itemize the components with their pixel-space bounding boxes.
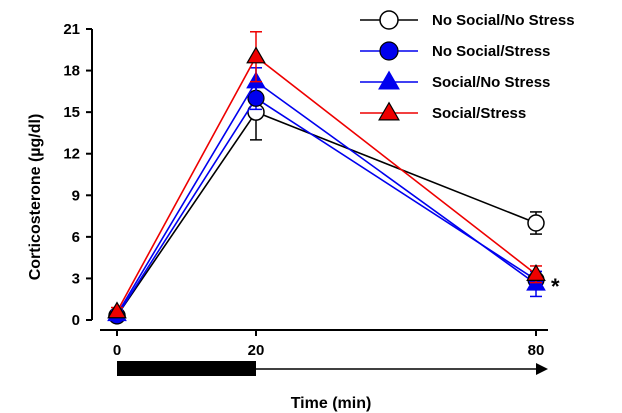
y-tick-label: 6 [72, 229, 80, 246]
legend-item: Social/No Stress [360, 70, 550, 91]
y-tick-label: 0 [72, 312, 80, 329]
legend-label: Social/Stress [432, 105, 526, 122]
legend-marker [378, 70, 400, 90]
series-4 [107, 31, 546, 319]
legend-marker [378, 101, 400, 121]
y-tick-label: 9 [72, 187, 80, 204]
series-line [116, 97, 537, 317]
y-tick-label: 12 [63, 146, 80, 163]
series-line [116, 111, 537, 317]
data-point [527, 214, 545, 232]
timeline-arrowhead [536, 363, 548, 375]
y-tick-label: 18 [63, 63, 80, 80]
data-point [246, 46, 266, 64]
axes: 0 3 6 9 12 15 18 21 0 20 80 [63, 21, 548, 359]
y-tick-label: 3 [72, 270, 80, 287]
stress-period-bar [117, 361, 256, 376]
legend-marker [379, 10, 399, 30]
y-tick-label: 21 [63, 21, 80, 38]
legend-item: No Social/No Stress [360, 10, 575, 30]
legend-label: Social/No Stress [432, 74, 550, 91]
series-layer [107, 31, 546, 325]
stress-timeline [117, 361, 548, 376]
legend-item: Social/Stress [360, 101, 526, 122]
x-axis-label: Time (min) [291, 395, 372, 412]
legend-item: No Social/Stress [360, 41, 550, 61]
significance-annotation: * [551, 274, 560, 299]
y-axis-label: Corticosterone (µg/dl) [27, 114, 44, 281]
series-line [116, 55, 537, 313]
legend: No Social/No Stress No Social/Stress Socia… [360, 10, 575, 122]
x-tick-label: 80 [528, 342, 545, 359]
data-point [526, 263, 546, 281]
legend-label: No Social/Stress [432, 43, 550, 60]
y-tick-label: 15 [63, 104, 80, 121]
x-tick-label: 20 [248, 342, 265, 359]
legend-label: No Social/No Stress [432, 12, 575, 29]
data-point [107, 301, 127, 319]
legend-marker [379, 41, 399, 61]
x-tick-label: 0 [113, 342, 121, 359]
